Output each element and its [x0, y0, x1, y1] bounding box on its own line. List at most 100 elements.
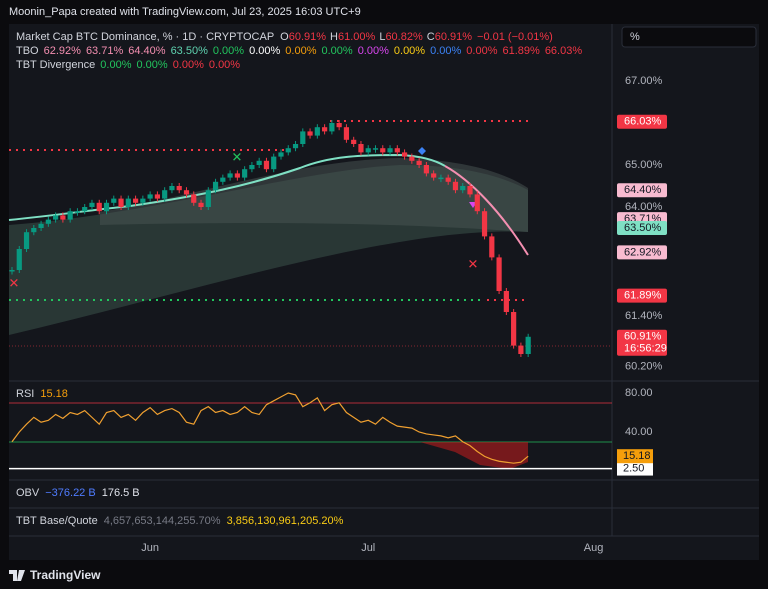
countdown: 16:56:29 [624, 343, 667, 355]
y-tick-label: 65.00% [625, 159, 663, 171]
legend: TBT Base/Quote 4,657,653,144,255.70% 3,856… [16, 515, 344, 527]
ohlc-value: 60.91% [435, 31, 473, 43]
candle [140, 198, 146, 203]
candle [401, 152, 408, 157]
candle [118, 198, 124, 207]
candle [380, 148, 386, 153]
rsi-tag-label: 15.18 [623, 450, 651, 462]
candle [31, 228, 37, 233]
candle [271, 156, 277, 170]
candle [9, 270, 15, 272]
candle [416, 160, 422, 165]
candle [358, 144, 364, 153]
legend: Market Cap BTC Dominance, % · 1D · CRYPT… [16, 31, 553, 43]
indicator-value: −376.22 B [45, 487, 95, 499]
rsi-oversold-fill [420, 442, 528, 469]
price-tag [617, 183, 667, 198]
candle [394, 148, 400, 153]
candle [227, 173, 233, 178]
candle [525, 336, 531, 354]
indicator-value: 0.00% [285, 45, 316, 57]
candle [438, 177, 444, 180]
ohlc-key: H [330, 31, 338, 43]
candle [314, 127, 320, 136]
candle [249, 165, 255, 170]
candle [111, 198, 117, 203]
candle [67, 211, 73, 220]
candle [125, 198, 131, 207]
candle [89, 202, 95, 207]
ohlc-key: O [280, 31, 289, 43]
price-tag [617, 221, 667, 235]
price-tag-label: 66.03% [624, 116, 662, 128]
indicator-value: 3,856,130,961,205.20% [227, 515, 344, 527]
candle [351, 139, 357, 144]
brand-logo [9, 570, 25, 581]
price-tag-label: 60.91% [624, 331, 662, 343]
candle [183, 190, 190, 195]
price-tag [617, 114, 667, 129]
candle [467, 186, 473, 195]
candle [285, 148, 291, 153]
candle [503, 291, 509, 312]
ohlc-key: L [379, 31, 385, 43]
y-tick-label: 2.50 [623, 462, 644, 474]
ohlc-value: 60.82% [385, 31, 423, 43]
candle [445, 177, 451, 182]
candle [263, 160, 270, 170]
brand: TradingView [30, 568, 101, 582]
x-tick-label: Aug [584, 542, 604, 554]
candle [212, 181, 219, 191]
candle [176, 186, 182, 191]
candle [460, 186, 466, 191]
indicator-value: 0.00% [209, 59, 240, 71]
candle [474, 194, 480, 212]
candle [489, 236, 495, 258]
indicator-value: 63.71% [86, 45, 124, 57]
indicator-value: 176.5 B [102, 487, 140, 499]
candle [409, 156, 415, 161]
indicator-value: 0.00% [100, 59, 131, 71]
axis-tag [617, 461, 653, 476]
candle [372, 148, 379, 150]
candle [198, 202, 204, 207]
candle [23, 232, 30, 249]
indicator-value: 63.50% [171, 45, 209, 57]
candle [307, 131, 313, 136]
y-tick-label: 80.00 [625, 387, 653, 399]
y-tick-label: 40.00 [625, 426, 653, 438]
y-tick-label: 61.40% [625, 310, 663, 322]
average-line [8, 153, 446, 221]
change: −0.01 (−0.01%) [477, 31, 553, 43]
signal-marker: ✕ [9, 275, 20, 290]
ohlc-key: C [427, 31, 435, 43]
signal-marker: ✕ [232, 149, 243, 164]
indicator-name: RSI [16, 388, 34, 400]
candle [162, 190, 168, 199]
candle [292, 144, 299, 149]
candle [423, 165, 429, 174]
scale-button-label[interactable]: % [630, 31, 640, 43]
scale-button[interactable] [621, 26, 757, 48]
indicator-name: TBO [16, 45, 39, 57]
price-tag [617, 329, 667, 356]
indicator-name: TBT Divergence [16, 59, 95, 71]
candle [365, 148, 371, 153]
ohlc-value: 60.91% [289, 31, 327, 43]
indicator-value: 15.18 [40, 388, 68, 400]
price-tag [617, 288, 667, 303]
candle [481, 211, 488, 237]
candle [300, 131, 306, 144]
indicator-name: TBT Base/Quote [16, 515, 98, 527]
candle [387, 148, 393, 153]
price-tag-label: 62.92% [624, 246, 662, 258]
candle [191, 194, 197, 203]
candle [242, 169, 248, 178]
indicator-value: 0.00% [358, 45, 389, 57]
candle [132, 198, 139, 203]
candle [322, 127, 328, 132]
candle [16, 249, 22, 270]
x-tick-label: Jul [361, 542, 375, 554]
candle [452, 181, 459, 191]
price-tag-label: 63.50% [624, 222, 662, 234]
